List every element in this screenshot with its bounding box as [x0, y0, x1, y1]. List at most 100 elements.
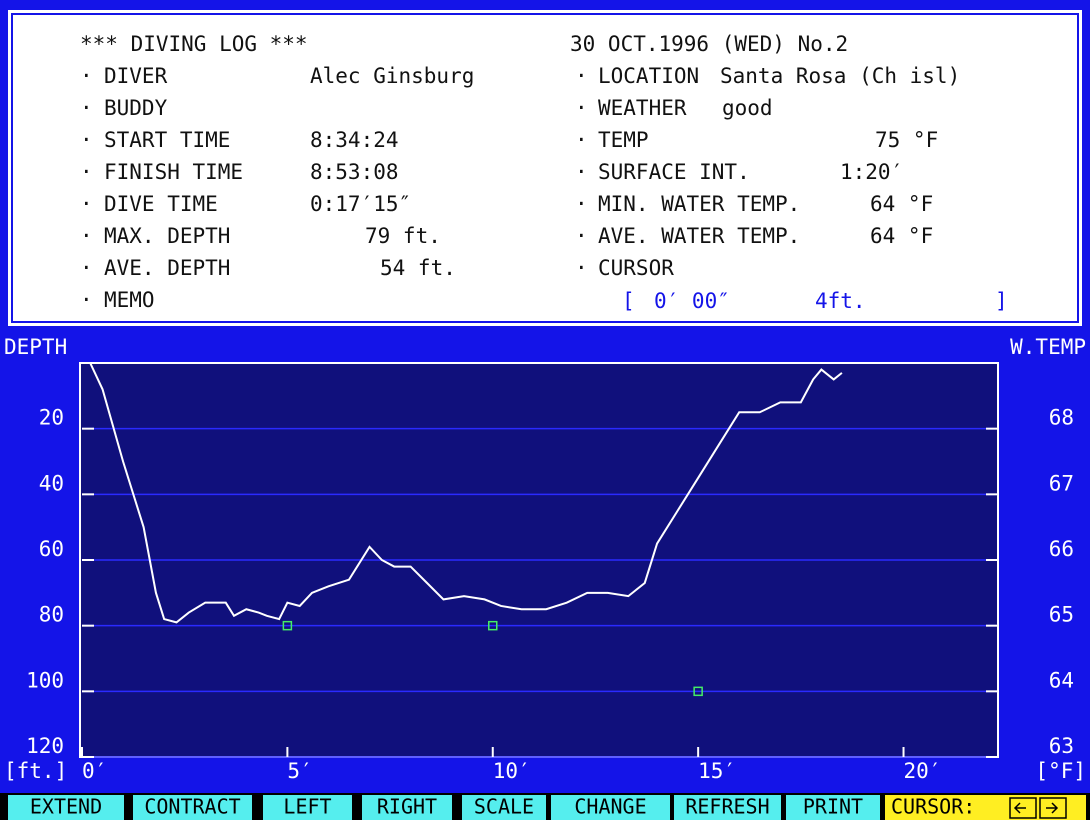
button-face[interactable] — [362, 795, 452, 820]
panel-border — [11, 13, 1079, 323]
button-face[interactable] — [263, 795, 352, 820]
bullet: · — [80, 224, 93, 248]
bullet: · — [575, 96, 588, 120]
button[interactable]: CHANGE — [551, 795, 670, 820]
bullet: · — [575, 224, 588, 248]
field-label: MIN. WATER TEMP. — [598, 192, 800, 216]
arrow-key — [1039, 797, 1067, 819]
field-value: Alec Ginsburg — [310, 64, 474, 88]
button[interactable]: CONTRACT — [133, 795, 252, 820]
log-date: 30 OCT.1996 (WED) No.2 — [570, 32, 848, 56]
button-face[interactable] — [462, 795, 546, 820]
arrow-icon — [1046, 802, 1059, 814]
bullet: · — [80, 192, 93, 216]
bullet: · — [80, 96, 93, 120]
cursor-bracket: [ — [622, 289, 635, 313]
bullet: · — [575, 128, 588, 152]
button-face[interactable] — [674, 795, 781, 820]
y-tick-label: 80 — [39, 603, 64, 627]
button[interactable]: SCALE — [462, 795, 546, 820]
field-label: DIVER — [104, 64, 168, 88]
x-tick-label: 5′ — [287, 759, 312, 783]
button-label[interactable]: REFRESH — [685, 795, 769, 819]
field-value: Santa Rosa (Ch isl) — [720, 64, 960, 88]
button-face[interactable] — [786, 795, 880, 820]
button[interactable]: CURSOR: — [885, 795, 1086, 820]
x-tick-label: 10′ — [493, 759, 531, 783]
arrow-key — [1009, 797, 1037, 819]
button-label[interactable]: CHANGE — [574, 795, 646, 819]
field-value: 8:34:24 — [310, 128, 399, 152]
log-title: *** DIVING LOG *** — [80, 32, 308, 56]
field-value: 64 °F — [870, 224, 933, 248]
y-tick-label: 100 — [26, 668, 64, 692]
arrow-icon — [1013, 802, 1026, 814]
field-value: good — [722, 96, 773, 120]
field-label: TEMP — [598, 128, 649, 152]
field-value: 75 °F — [875, 128, 938, 152]
depth-line — [82, 362, 843, 624]
bullet: · — [80, 128, 93, 152]
y2-tick-label: 64 — [1049, 668, 1074, 692]
field-label: CURSOR — [598, 256, 674, 280]
bullet: · — [575, 64, 588, 88]
button-label[interactable]: LEFT — [283, 795, 331, 819]
bullet: · — [575, 256, 588, 280]
field-label: WEATHER — [598, 96, 687, 120]
field-label: BUDDY — [104, 96, 168, 120]
bullet: · — [80, 160, 93, 184]
cursor-depth: 4ft. — [815, 289, 866, 313]
y-axis-label: DEPTH — [4, 335, 67, 359]
bullet: · — [575, 160, 588, 184]
y-tick-label: 40 — [39, 471, 64, 495]
water-temp-point — [282, 620, 293, 631]
water-temp-point — [488, 620, 498, 631]
button-label[interactable]: RIGHT — [377, 795, 437, 819]
cursor-time: 0′ 00″ — [654, 289, 730, 313]
button-label[interactable]: CONTRACT — [144, 795, 240, 819]
field-label: DIVE TIME — [104, 192, 218, 216]
button[interactable]: RIGHT — [362, 795, 452, 820]
button-label[interactable]: CURSOR: — [891, 795, 975, 819]
y-tick-label: 60 — [39, 537, 64, 561]
y-unit: [ft.] — [4, 759, 67, 783]
field-label: AVE. DEPTH — [104, 256, 230, 280]
button[interactable]: PRINT — [786, 795, 880, 820]
y2-tick-label: 66 — [1049, 537, 1074, 561]
y2-axis-label: W.TEMP — [1010, 335, 1086, 359]
button-label[interactable]: EXTEND — [30, 795, 102, 819]
bullet: · — [80, 288, 93, 312]
button-face[interactable] — [133, 795, 252, 820]
x-tick-label: 0′ — [82, 759, 107, 783]
button[interactable]: REFRESH — [674, 795, 781, 820]
field-value: 64 °F — [870, 192, 933, 216]
y2-tick-label: 63 — [1049, 734, 1074, 758]
x-tick-label: 20′ — [904, 759, 942, 783]
bullet: · — [80, 64, 93, 88]
button[interactable]: LEFT — [263, 795, 352, 820]
button-label[interactable]: SCALE — [474, 795, 534, 819]
button-face[interactable] — [8, 795, 124, 820]
water-temp-point — [693, 686, 703, 697]
field-value: 54 ft. — [380, 256, 456, 280]
field-label: AVE. WATER TEMP. — [598, 224, 800, 248]
y-tick-label: 120 — [26, 734, 64, 758]
button-face[interactable] — [551, 795, 670, 820]
y2-unit: [°F] — [1035, 759, 1086, 783]
info-panel — [8, 10, 1082, 326]
field-label: LOCATION — [598, 64, 699, 88]
button[interactable]: EXTEND — [8, 795, 124, 820]
x-tick-label: 15′ — [698, 759, 736, 783]
field-label: START TIME — [104, 128, 230, 152]
field-label: MEMO — [104, 288, 155, 312]
y2-tick-label: 65 — [1049, 603, 1074, 627]
field-value: 0:17′15″ — [310, 192, 411, 216]
field-label: FINISH TIME — [104, 160, 243, 184]
y-tick-label: 20 — [39, 406, 64, 430]
field-label: SURFACE INT. — [598, 160, 750, 184]
field-value: 79 ft. — [365, 224, 441, 248]
field-label: MAX. DEPTH — [104, 224, 230, 248]
y2-tick-label: 67 — [1049, 471, 1074, 495]
button-label[interactable]: PRINT — [803, 795, 863, 819]
